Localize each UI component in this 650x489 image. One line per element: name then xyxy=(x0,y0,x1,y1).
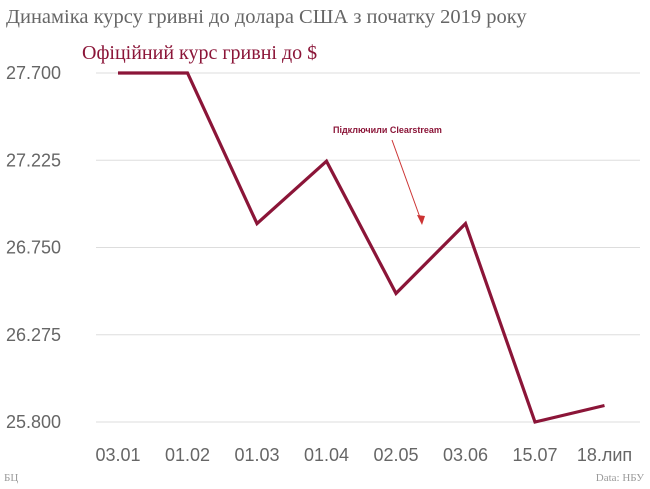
x-tick-label: 01.04 xyxy=(304,445,349,465)
annotation-arrow xyxy=(391,139,423,224)
annotation-arrowhead xyxy=(417,215,425,225)
chart-title: Динаміка курсу гривні до долара США з по… xyxy=(6,6,527,28)
y-tick-label: 27.700 xyxy=(6,63,61,83)
source-left-label: БЦ xyxy=(4,472,19,484)
x-tick-label: 03.01 xyxy=(95,445,140,465)
y-axis-ticks: 27.700 27.225 26.750 26.275 25.800 xyxy=(6,63,61,432)
y-tick-label: 25.800 xyxy=(6,412,61,432)
x-axis-ticks: 03.01 01.02 01.03 01.04 02.05 03.06 15.07 18.ли… xyxy=(95,445,632,465)
y-tick-label: 26.750 xyxy=(6,238,61,258)
x-tick-label: 01.03 xyxy=(234,445,279,465)
grid-lines xyxy=(96,72,640,423)
x-tick-label: 03.06 xyxy=(443,445,488,465)
y-tick-label: 27.225 xyxy=(6,150,61,170)
data-source-label: Data: НБУ xyxy=(595,472,644,484)
x-tick-label: 15.07 xyxy=(512,445,557,465)
series-label: Офіційний курс гривні до $ xyxy=(82,42,317,64)
x-tick-label: 01.02 xyxy=(165,445,210,465)
series-line-official-rate xyxy=(118,71,605,424)
x-tick-label: 18.лип xyxy=(577,445,632,465)
annotation-label: Підключили Clearstream xyxy=(333,125,442,135)
y-tick-label: 26.275 xyxy=(6,325,61,345)
x-tick-label: 02.05 xyxy=(373,445,418,465)
